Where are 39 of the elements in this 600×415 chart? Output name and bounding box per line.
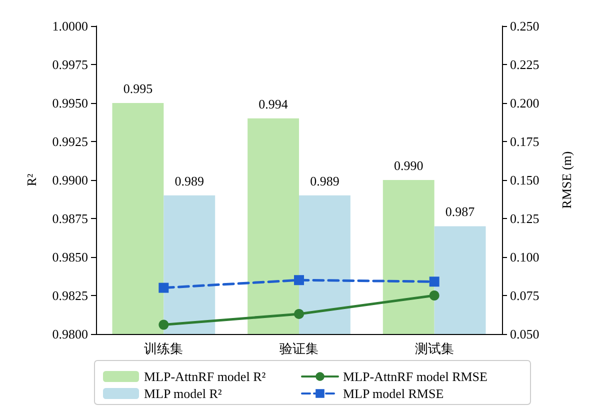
y-tick-label: 0.9925 — [52, 134, 88, 149]
legend-label: MLP-AttnRF model RMSE — [343, 369, 488, 384]
data-label: 0.995 — [123, 81, 153, 96]
point — [429, 290, 440, 300]
data-label: 0.990 — [394, 158, 424, 173]
y-tick-label: 0.9875 — [52, 211, 88, 226]
legend-label: MLP model RMSE — [343, 386, 444, 401]
x-tick-label: 测试集 — [414, 341, 454, 356]
point — [158, 282, 169, 293]
data-label: 0.989 — [174, 173, 204, 188]
y-tick-label: 1.0000 — [52, 18, 88, 34]
y2-tick-label: 0.100 — [510, 250, 540, 264]
y-axis-title: R² — [24, 174, 39, 186]
x-tick-label: 验证集 — [280, 341, 318, 356]
data-label: 0.994 — [258, 96, 288, 112]
x-tick-label: 训练集 — [144, 341, 184, 356]
data-label: 0.989 — [310, 173, 340, 188]
y-tick-label: 0.9800 — [52, 326, 88, 342]
y2-tick-label: 0.175 — [510, 134, 540, 149]
y2-tick-label: 0.075 — [510, 288, 540, 303]
y-tick-label: 0.9850 — [52, 250, 88, 264]
y2-tick-label: 0.250 — [510, 18, 540, 34]
y2-tick-label: 0.225 — [510, 57, 540, 72]
point — [294, 308, 304, 319]
y2-tick-label: 0.125 — [510, 211, 540, 226]
point — [429, 276, 440, 287]
y2-tick-label: 0.200 — [510, 96, 540, 110]
y2-tick-label: 0.150 — [510, 172, 540, 188]
y2-axis-title: RMSE (m) — [559, 151, 574, 209]
point — [158, 320, 169, 330]
legend-label: MLP-AttnRF model R² — [144, 369, 266, 384]
legend-label: MLP model R² — [144, 386, 222, 401]
point — [294, 275, 304, 286]
y-tick-label: 0.9950 — [52, 96, 88, 110]
data-label: 0.987 — [445, 204, 476, 220]
y-tick-label: 0.9900 — [52, 172, 88, 188]
y-tick-label: 0.9975 — [52, 57, 88, 72]
y-tick-label: 0.9825 — [52, 288, 88, 303]
y2-tick-label: 0.050 — [510, 326, 540, 342]
